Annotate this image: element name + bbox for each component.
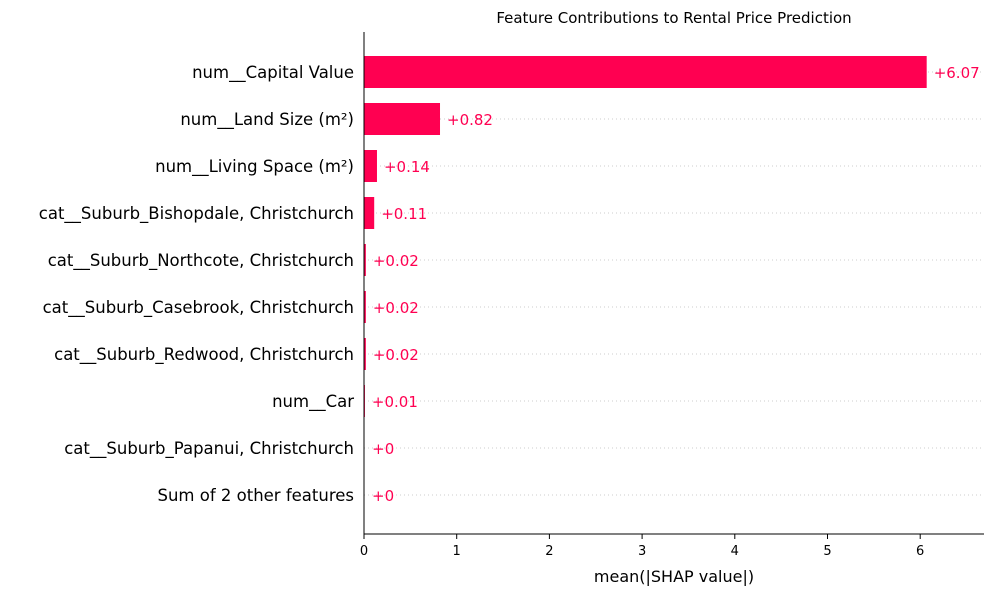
- category-label: cat__Suburb_Bishopdale, Christchurch: [39, 204, 354, 224]
- x-tick-label: 5: [823, 544, 831, 559]
- bar: [364, 56, 927, 88]
- category-label: num__Car: [272, 392, 354, 412]
- bar: [364, 244, 366, 276]
- category-label: cat__Suburb_Redwood, Christchurch: [54, 345, 354, 365]
- x-tick-label: 1: [453, 544, 461, 559]
- x-axis-label: mean(|SHAP value|): [594, 567, 754, 586]
- x-tick-label: 4: [731, 544, 739, 559]
- bar: [364, 103, 441, 135]
- value-labels: +6.07 +0.82 +0.14 +0.11 +0.02 +0.02 +0.02 +0.01…: [372, 64, 980, 505]
- category-label: cat__Suburb_Northcote, Christchurch: [48, 251, 354, 271]
- chart-title: Feature Contributions to Rental Price Pr…: [496, 9, 851, 27]
- category-label: Sum of 2 other features: [157, 486, 354, 505]
- x-tick-label: 2: [545, 544, 553, 559]
- category-label: num__Land Size (m²): [180, 110, 354, 130]
- grid-lines: [364, 71, 984, 496]
- category-label: num__Living Space (m²): [155, 157, 354, 177]
- x-tick-label: 6: [916, 544, 924, 559]
- category-label: cat__Suburb_Casebrook, Christchurch: [43, 298, 354, 318]
- category-label: num__Capital Value: [192, 63, 354, 83]
- bar: [364, 150, 377, 182]
- x-tick-label: 0: [360, 544, 368, 559]
- data-label: +0.11: [381, 205, 427, 223]
- category-label: cat__Suburb_Papanui, Christchurch: [64, 439, 354, 459]
- data-label: +0.82: [447, 111, 493, 129]
- data-label: +6.07: [934, 64, 980, 82]
- bar: [364, 197, 375, 229]
- data-label: +0.01: [372, 393, 418, 411]
- data-label: +0.02: [373, 252, 419, 270]
- x-axis-ticks: 0 1 2 3 4 5 6: [360, 534, 924, 559]
- category-labels: num__Capital Value num__Land Size (m²) num…: [39, 63, 354, 505]
- bar: [364, 291, 366, 323]
- data-label: +0: [372, 487, 394, 505]
- data-label: +0.02: [373, 346, 419, 364]
- data-label: +0: [372, 440, 394, 458]
- bar: [364, 338, 366, 370]
- data-label: +0.14: [384, 158, 430, 176]
- data-label: +0.02: [373, 299, 419, 317]
- x-tick-label: 3: [638, 544, 646, 559]
